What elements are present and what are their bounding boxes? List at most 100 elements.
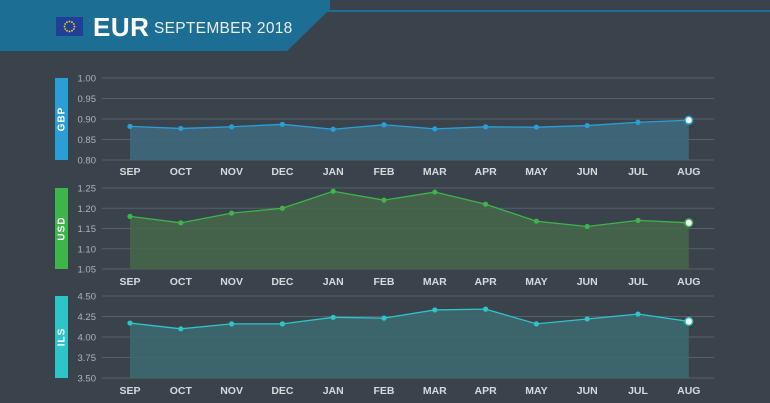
- y-tick-label: 1.05: [78, 265, 97, 276]
- x-tick-label: JAN: [323, 276, 344, 288]
- x-tick-label: APR: [475, 276, 498, 288]
- x-tick-label: FEB: [374, 166, 395, 178]
- y-tick-label: 0.80: [78, 156, 97, 167]
- x-tick-label: JUL: [628, 276, 648, 288]
- x-tick-label: SEP: [119, 276, 140, 288]
- data-point: [381, 197, 387, 203]
- chart-gbp: GBP 1.00 0.95 0.90 0.85 0.80 SEP OCT NOV DEC JAN FE…: [55, 74, 714, 178]
- data-point: [381, 315, 387, 321]
- eu-flag-icon: [56, 17, 83, 36]
- x-tick-label: DEC: [271, 166, 294, 178]
- x-tick-label: JUL: [628, 166, 648, 178]
- data-point: [229, 124, 235, 130]
- x-tick-label: MAR: [423, 385, 447, 397]
- data-point: [229, 321, 235, 327]
- currency-code: EUR: [93, 12, 150, 42]
- y-tick-label: 4.50: [78, 292, 97, 303]
- data-point: [635, 311, 641, 317]
- series-line: [129, 190, 689, 228]
- data-point: [127, 123, 133, 129]
- data-point: [178, 220, 184, 226]
- x-tick-label: MAR: [423, 166, 447, 178]
- x-tick-label: DEC: [271, 385, 294, 397]
- y-tick-label: 1.20: [78, 204, 97, 215]
- data-point: [635, 217, 641, 223]
- y-tick-label: 0.90: [78, 115, 97, 126]
- x-tick-label: SEP: [119, 385, 140, 397]
- data-point: [127, 320, 133, 326]
- y-tick-label: 3.50: [78, 374, 97, 385]
- series-label: GBP: [57, 107, 68, 132]
- y-tick-label: 1.10: [78, 244, 97, 255]
- data-point-latest: [684, 218, 694, 228]
- data-point: [483, 306, 489, 312]
- y-tick-label: 3.75: [78, 353, 97, 364]
- x-tick-label: OCT: [170, 385, 193, 397]
- data-point: [483, 124, 489, 130]
- x-tick-label: NOV: [220, 385, 243, 397]
- x-tick-label: JUL: [628, 385, 648, 397]
- y-tick-label: 1.15: [78, 224, 97, 235]
- period-label: SEPTEMBER 2018: [154, 20, 293, 37]
- x-tick-label: APR: [475, 166, 498, 178]
- chart-ils: ILS 4.50 4.25 4.00 3.75 3.50 SEP OCT NOV DEC JAN FE…: [55, 292, 714, 397]
- x-tick-label: OCT: [170, 166, 193, 178]
- x-tick-label: FEB: [374, 385, 395, 397]
- series-label: ILS: [57, 328, 68, 347]
- series-label: USD: [57, 216, 68, 240]
- data-point: [483, 201, 489, 207]
- data-point: [533, 124, 540, 130]
- data-point: [432, 126, 438, 132]
- series-area: [130, 309, 689, 378]
- x-tick-label: JUN: [577, 276, 598, 288]
- x-tick-label: MAR: [423, 276, 447, 288]
- data-point: [584, 316, 590, 322]
- data-point: [432, 307, 438, 313]
- header-banner: [0, 0, 770, 51]
- x-tick-label: SEP: [119, 166, 140, 178]
- data-point: [432, 189, 438, 195]
- data-point: [279, 321, 285, 327]
- x-tick-label: FEB: [374, 276, 395, 288]
- x-tick-label: MAY: [525, 276, 547, 288]
- x-tick-label: DEC: [271, 276, 294, 288]
- series-area: [130, 191, 689, 269]
- data-point: [381, 122, 387, 128]
- x-tick-label: AUG: [677, 166, 700, 178]
- y-tick-label: 1.00: [78, 74, 97, 85]
- x-tick-label: NOV: [220, 276, 243, 288]
- data-point: [584, 223, 590, 230]
- x-tick-label: MAY: [525, 385, 547, 397]
- data-point: [178, 326, 184, 332]
- x-tick-label: JAN: [323, 166, 344, 178]
- data-point: [330, 126, 336, 132]
- x-tick-label: NOV: [220, 166, 243, 178]
- y-tick-label: 0.95: [78, 94, 97, 105]
- x-tick-label: JAN: [323, 385, 344, 397]
- x-tick-label: OCT: [170, 276, 193, 288]
- chart-usd: USD 1.25 1.20 1.15 1.10 1.05 SEP OCT NOV DEC JAN FE…: [55, 184, 714, 288]
- y-tick-label: 4.00: [78, 333, 97, 344]
- data-point: [178, 125, 184, 132]
- series-tab-ils: [55, 296, 68, 378]
- x-tick-label: JUN: [577, 385, 598, 397]
- series-line: [129, 119, 689, 130]
- x-tick-label: JUN: [577, 166, 598, 178]
- data-point-latest: [684, 316, 694, 326]
- series-area: [130, 120, 689, 160]
- data-point: [584, 122, 590, 129]
- x-tick-label: MAY: [525, 166, 547, 178]
- series-line: [129, 308, 689, 330]
- y-tick-label: 4.25: [78, 312, 97, 323]
- y-tick-label: 1.25: [78, 184, 97, 195]
- y-tick-label: 0.85: [78, 135, 97, 146]
- series-tab-usd: [55, 188, 68, 269]
- data-point: [533, 218, 540, 224]
- x-tick-label: AUG: [677, 385, 700, 397]
- data-point: [330, 188, 336, 194]
- data-point-latest: [684, 115, 694, 125]
- data-point: [127, 213, 133, 219]
- data-point: [279, 205, 285, 211]
- x-tick-label: AUG: [677, 276, 700, 288]
